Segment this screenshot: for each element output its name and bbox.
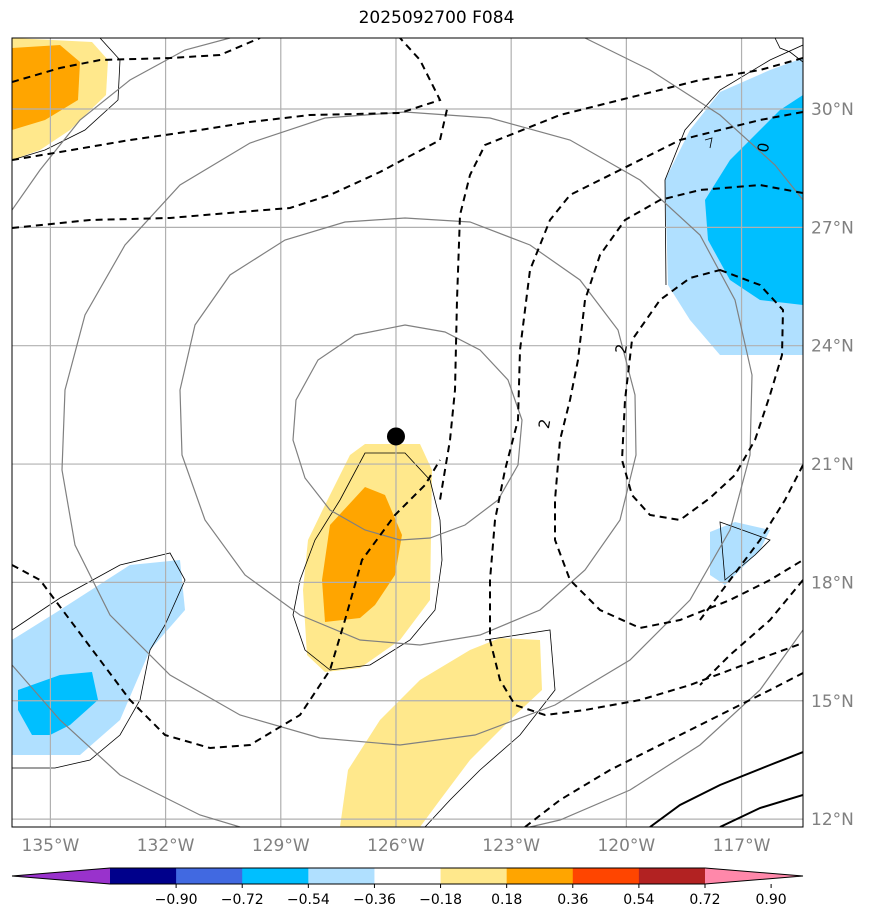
colorbar-segment	[572, 868, 640, 884]
colorbar-tick-label: 0.72	[689, 892, 720, 908]
contour-label: 2	[535, 417, 554, 430]
colorbar-segment	[506, 868, 574, 884]
colorbar-tick-label: −0.72	[221, 892, 264, 908]
latitude-tick-label: 18°N	[811, 573, 854, 593]
colorbar-segment	[374, 868, 442, 884]
latitude-labels: 12°N 15°N 18°N 21°N 24°N 27°N 30°N	[811, 100, 854, 830]
latitude-tick-label: 21°N	[811, 455, 854, 475]
latitude-tick-label: 30°N	[811, 100, 854, 120]
colorbar-tick-label: −0.54	[287, 892, 330, 908]
colorbar-segment	[110, 868, 177, 884]
latitude-tick-label: 15°N	[811, 692, 854, 712]
longitude-tick-label: 129°W	[252, 836, 310, 856]
longitude-labels: 135°W 132°W 129°W 126°W 123°W 120°W 117°W	[22, 836, 771, 856]
colorbar-tick-label: −0.90	[155, 892, 198, 908]
colorbar	[11, 867, 804, 885]
colorbar-extend-low	[12, 868, 110, 884]
shading-sky-blue	[18, 95, 803, 735]
contour-label: 0	[754, 141, 773, 154]
longitude-tick-label: 135°W	[22, 836, 80, 856]
colorbar-tick-label: 0.90	[756, 892, 787, 908]
solid-contours	[649, 751, 803, 827]
colorbar-extend-high	[705, 868, 803, 884]
contour-label: 2	[612, 343, 631, 356]
longitude-tick-label: 117°W	[713, 836, 771, 856]
latitude-tick-label: 24°N	[811, 337, 854, 357]
colorbar-tick-label: −0.36	[353, 892, 396, 908]
colorbar-tick-label: 0.36	[557, 892, 588, 908]
colorbar-tick-label: 0.54	[623, 892, 654, 908]
colorbar-segment	[440, 868, 508, 884]
latitude-tick-label: 12°N	[811, 810, 854, 830]
shading-light-blue	[12, 58, 803, 755]
colorbar-tick-label: −0.18	[419, 892, 462, 908]
shading-outlines	[12, 38, 803, 827]
longitude-tick-label: 120°W	[597, 836, 655, 856]
colorbar-segment	[308, 868, 375, 884]
latitude-tick-label: 27°N	[811, 218, 854, 238]
dashed-contours	[12, 38, 803, 827]
colorbar-segment	[638, 868, 706, 884]
plot-title: 2025092700 F084	[358, 8, 515, 28]
colorbar-tick-label: 0.18	[491, 892, 522, 908]
contour-labels: 2 2 0	[535, 141, 773, 430]
longitude-tick-label: 123°W	[482, 836, 540, 856]
storm-center-marker	[386, 427, 405, 446]
distance-rings	[12, 38, 803, 827]
longitude-tick-label: 126°W	[367, 836, 425, 856]
colorbar-segment	[242, 868, 309, 884]
map-frame	[11, 37, 804, 828]
colorbar-segment	[176, 868, 243, 884]
colorbar-tick-labels: −0.90 −0.72 −0.54 −0.36 −0.18 0.18 0.36 0.54 0.7…	[155, 884, 787, 908]
colorbar-outline	[11, 867, 804, 885]
longitude-tick-label: 132°W	[137, 836, 195, 856]
